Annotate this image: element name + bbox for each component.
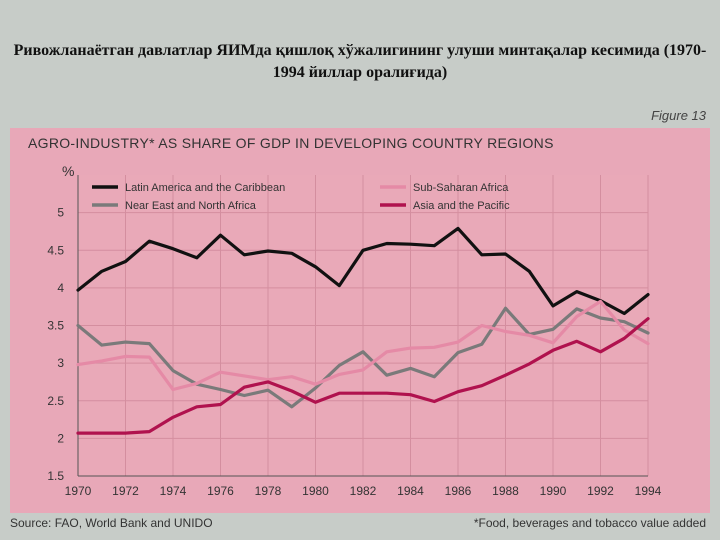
x-tick-label: 1990 [540, 484, 567, 498]
x-tick-label: 1988 [492, 484, 519, 498]
series-line-4 [76, 317, 650, 435]
x-tick-label: 1984 [397, 484, 424, 498]
series-line-2 [76, 306, 650, 409]
y-tick-label: 4 [57, 281, 64, 295]
source-note: Source: FAO, World Bank and UNIDO [10, 516, 213, 530]
x-tick-label: 1972 [112, 484, 139, 498]
figure-label: Figure 13 [651, 108, 706, 123]
series-line-1 [76, 226, 650, 316]
y-tick-label: 5 [57, 206, 64, 220]
y-tick-label: 3.5 [47, 319, 64, 333]
x-tick-label: 1970 [65, 484, 92, 498]
x-tick-label: 1974 [160, 484, 187, 498]
legend-label-2: Near East and North Africa [125, 200, 257, 212]
series-line-3 [76, 299, 650, 392]
legend-label-3: Sub-Saharan Africa [413, 182, 509, 194]
y-tick-label: 4.5 [47, 243, 64, 257]
y-axis-label: % [62, 163, 75, 179]
x-tick-label: 1992 [587, 484, 614, 498]
legend-label-4: Asia and the Pacific [413, 200, 510, 212]
y-tick-label: 2 [57, 431, 64, 445]
x-tick-label: 1994 [635, 484, 662, 498]
y-tick-label: 1.5 [47, 469, 64, 483]
footnote: *Food, beverages and tobacco value added [473, 516, 706, 530]
x-tick-label: 1982 [350, 484, 377, 498]
x-tick-label: 1976 [207, 484, 234, 498]
x-tick-label: 1978 [255, 484, 282, 498]
y-tick-label: 2.5 [47, 394, 64, 408]
slide-title: Ривожланаётган давлатлар ЯИМда қишлоқ хў… [13, 42, 707, 81]
chart-title: AGRO-INDUSTRY* AS SHARE OF GDP IN DEVELO… [28, 135, 554, 151]
legend-label-1: Latin America and the Caribbean [125, 182, 285, 194]
x-tick-label: 1980 [302, 484, 329, 498]
x-tick-label: 1986 [445, 484, 472, 498]
y-tick-label: 3 [57, 356, 64, 370]
